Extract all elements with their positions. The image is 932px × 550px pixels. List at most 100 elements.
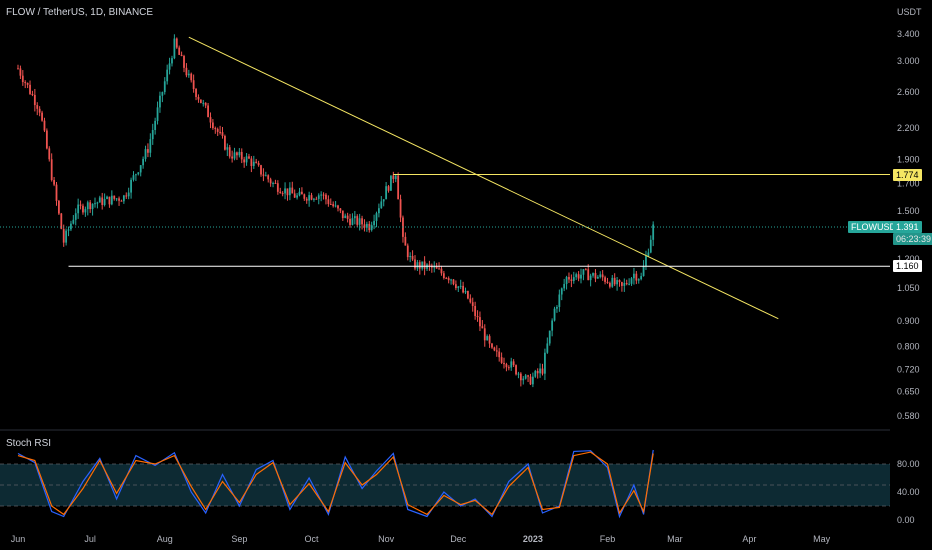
candle-body <box>580 274 582 279</box>
candle-body <box>459 285 462 287</box>
time-tick-label: Jul <box>84 534 96 544</box>
candle-body <box>524 375 527 379</box>
candle-body <box>82 205 84 213</box>
candle-body <box>79 204 82 206</box>
candle-body <box>356 216 359 225</box>
candle-body <box>515 365 517 375</box>
candle-body <box>548 330 551 344</box>
level-high-tag: 1.774 <box>893 168 922 181</box>
candle-body <box>332 204 335 207</box>
candle-body <box>33 94 36 106</box>
candle-body <box>613 277 616 285</box>
candle-body <box>178 47 181 55</box>
candle-body <box>43 120 46 131</box>
candle-body <box>411 255 414 260</box>
candle-body <box>236 152 238 156</box>
candle-body <box>640 276 643 280</box>
candle-body <box>72 219 75 224</box>
candle-body <box>601 274 604 278</box>
candle-body <box>240 151 243 160</box>
time-tick-label: Oct <box>305 534 320 544</box>
candle-body <box>534 370 537 377</box>
candle-body <box>185 67 188 76</box>
candle-body <box>276 183 279 192</box>
candle-body <box>531 376 534 385</box>
drawing-layer[interactable] <box>0 36 890 320</box>
candle-body <box>481 326 484 329</box>
candle-body <box>310 195 313 200</box>
candle-body <box>45 130 48 149</box>
candle-body <box>183 56 185 68</box>
price-tick-label: 1.050 <box>897 283 920 293</box>
price-tick-label: 0.720 <box>897 364 920 374</box>
candle-body <box>108 196 111 205</box>
candle-body <box>594 273 597 279</box>
candle-body <box>322 194 325 196</box>
oscillator-title: Stoch RSI <box>6 438 52 449</box>
candle-body <box>587 269 590 281</box>
candle-body <box>435 266 438 269</box>
candle-body <box>633 273 635 279</box>
candle-body <box>53 180 55 185</box>
candle-body <box>233 152 236 159</box>
candle-body <box>409 255 412 258</box>
symbol-tag: FLOWUSDT <box>848 221 905 234</box>
candle-body <box>608 282 611 287</box>
candle-body <box>260 165 262 175</box>
candle-body <box>563 284 566 289</box>
candle-body <box>517 373 520 375</box>
candle-body <box>582 269 585 275</box>
candle-body <box>570 279 573 282</box>
candle-body <box>231 156 234 159</box>
candle-body <box>645 256 647 267</box>
candle-body <box>491 343 493 348</box>
candle-body <box>536 370 539 374</box>
candle-body <box>58 200 60 214</box>
candle-body <box>226 147 229 150</box>
candle-body <box>416 262 419 269</box>
chart-title: FLOW / TetherUS, 1D, BINANCE <box>6 7 154 18</box>
candle-body <box>166 69 169 82</box>
time-tick-label: Dec <box>450 534 467 544</box>
candle-body <box>50 159 53 181</box>
candle-body <box>89 202 92 210</box>
candle-body <box>556 307 558 309</box>
candle-body <box>445 277 448 279</box>
candle-body <box>353 216 356 219</box>
candle-body <box>245 156 248 163</box>
candle-body <box>303 194 306 199</box>
candle-body <box>147 149 149 153</box>
candle-body <box>611 277 614 287</box>
price-tick-label: 2.200 <box>897 123 920 133</box>
candle-body <box>293 193 296 198</box>
candle-body <box>130 179 132 193</box>
stoch-rsi-pane[interactable]: 80.00 40.00 0.00 <box>0 449 920 525</box>
time-tick-label: Nov <box>378 534 395 544</box>
candle-body <box>450 279 452 281</box>
candle-body <box>29 84 31 94</box>
candle-body <box>462 285 465 293</box>
candle-body <box>510 361 513 368</box>
candle-body <box>137 172 140 175</box>
candle-body <box>442 273 445 278</box>
time-tick-label: Sep <box>231 534 247 544</box>
candle-body <box>305 198 308 201</box>
candle-body <box>440 268 443 274</box>
candle-body <box>428 264 431 266</box>
candle-body <box>623 283 626 286</box>
candle-body <box>250 158 253 167</box>
candle-body <box>522 378 525 381</box>
candle-body <box>36 105 39 109</box>
candle-body <box>313 198 315 200</box>
candle-body <box>267 175 270 180</box>
candle-body <box>101 197 104 205</box>
candle-body <box>199 99 202 103</box>
candle-body <box>308 195 311 201</box>
candle-body <box>474 305 477 317</box>
candle-body <box>19 68 22 76</box>
candle-body <box>173 38 176 59</box>
candle-body <box>464 291 467 293</box>
time-tick-label: Apr <box>742 534 756 544</box>
candle-body <box>363 224 366 228</box>
